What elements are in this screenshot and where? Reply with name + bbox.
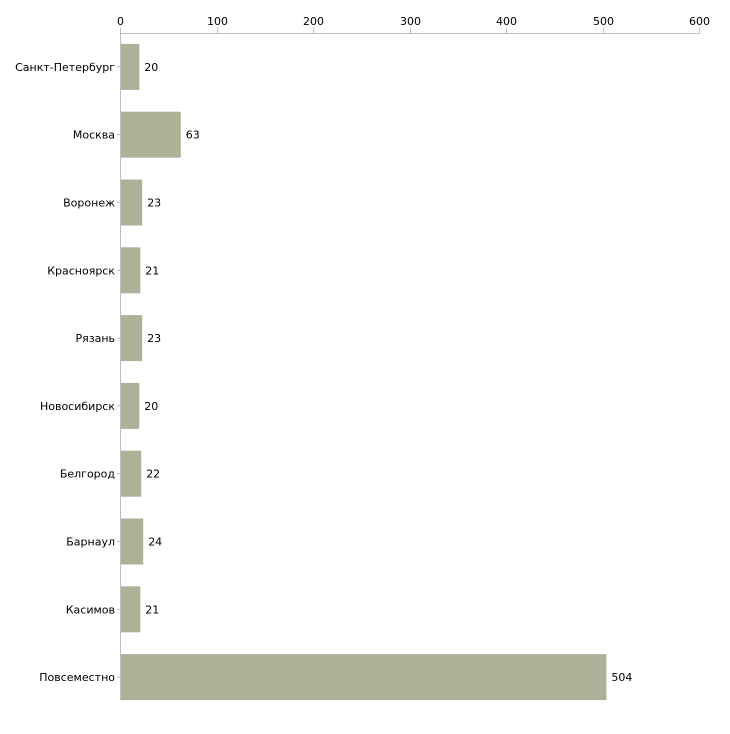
data-label: 21	[145, 603, 159, 616]
category-label: Воронеж	[63, 197, 115, 210]
category-label: Касимов	[66, 603, 115, 616]
x-tick-label: 500	[593, 15, 614, 28]
x-tick-label: 100	[207, 15, 228, 28]
x-tick-label: 0	[117, 15, 124, 28]
bar	[121, 111, 181, 158]
bar	[121, 450, 142, 497]
category-label: Красноярск	[47, 264, 115, 277]
data-label: 504	[611, 671, 632, 684]
bar	[121, 654, 607, 701]
bar	[121, 179, 143, 226]
x-tick-label: 400	[496, 15, 517, 28]
bar	[121, 586, 141, 633]
x-tick-label: 200	[303, 15, 324, 28]
bars	[121, 43, 607, 701]
category-label: Москва	[73, 129, 115, 142]
data-label: 63	[186, 129, 200, 142]
category-label: Барнаул	[66, 536, 115, 549]
x-axis: 0 100 200 300 400 500 600	[117, 15, 710, 700]
data-label: 21	[145, 264, 159, 277]
category-label: Рязань	[75, 332, 115, 345]
data-label: 20	[144, 61, 158, 74]
data-label: 20	[144, 400, 158, 413]
category-label: Белгород	[60, 468, 116, 481]
data-label: 22	[146, 468, 160, 481]
value-labels: 20 63 23 21 23 20 22 24 21 504	[144, 61, 632, 684]
bar	[121, 315, 143, 362]
bar	[121, 518, 144, 565]
x-tick-label: 600	[689, 15, 710, 28]
category-labels: Санкт-Петербург Москва Воронеж Красноярск Ря…	[15, 61, 115, 684]
data-label: 23	[147, 332, 161, 345]
category-label: Новосибирск	[40, 400, 115, 413]
bar	[121, 247, 141, 294]
bar	[121, 43, 140, 90]
x-tick-label: 300	[400, 15, 421, 28]
data-label: 24	[148, 536, 162, 549]
category-label: Санкт-Петербург	[15, 61, 115, 74]
data-label: 23	[147, 197, 161, 210]
category-label: Повсеместно	[39, 671, 115, 684]
bar	[121, 382, 140, 429]
